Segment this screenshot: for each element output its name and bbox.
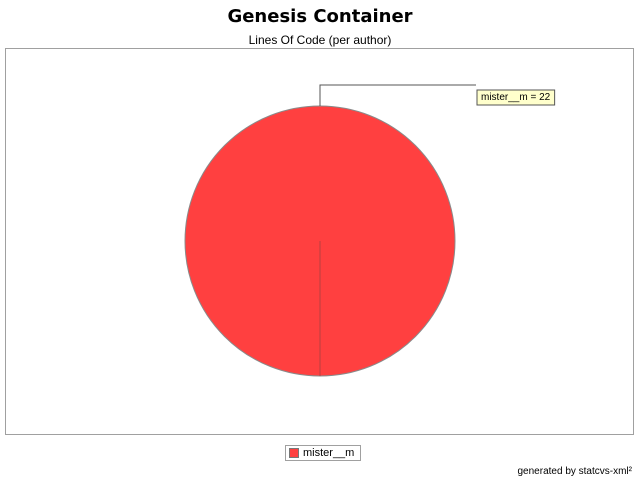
legend-swatch [289, 448, 299, 458]
chart-subtitle: Lines Of Code (per author) [248, 33, 392, 47]
slice-label-box [476, 89, 556, 106]
slice-label-leader [319, 84, 476, 106]
slice-label: mister__m = 22 [481, 92, 551, 103]
legend: mister__m [285, 445, 362, 461]
chart-title: Genesis Container [227, 6, 413, 27]
plot-area [5, 48, 634, 435]
legend-label: mister__m [303, 447, 355, 459]
footer-credit: generated by statcvs-xml² [517, 466, 633, 477]
